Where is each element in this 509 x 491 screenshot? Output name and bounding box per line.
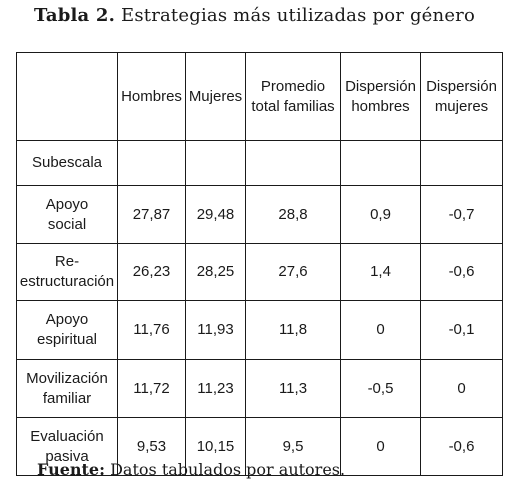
table-cell: [420, 140, 503, 186]
row-label-line: Movilización: [26, 369, 108, 387]
table-cell: [245, 140, 341, 186]
table-cell: 9,53: [117, 417, 186, 476]
table-cell: 11,23: [185, 359, 246, 418]
row-label: Movilización familiar: [16, 359, 118, 418]
table-cell: -0,1: [420, 300, 503, 360]
column-header-line: total familias: [251, 97, 335, 115]
table-cell: [185, 140, 246, 186]
table-header-row: Hombres Mujeres Promedio total familias Disp…: [16, 52, 503, 141]
row-label: Evaluación pasiva: [16, 417, 118, 476]
table-row: Subescala: [16, 140, 503, 186]
row-label-line: familiar: [42, 389, 92, 407]
table-cell: [117, 140, 186, 186]
table-cell: 0,9: [340, 185, 421, 244]
table-cell: 1,4: [340, 243, 421, 301]
table-source-note: Fuente: Datos tabulados por autores.: [37, 460, 345, 480]
row-label-line: Evaluación: [30, 427, 104, 445]
table-cell: 0: [340, 300, 421, 360]
table-cell: 27,87: [117, 185, 186, 244]
caption-label: Tabla 2.: [33, 5, 116, 26]
column-header-line: Promedio: [260, 77, 326, 95]
row-label: Subescala: [16, 140, 118, 186]
table-cell: 11,8: [245, 300, 341, 360]
strategies-table: Hombres Mujeres Promedio total familias Disp…: [16, 52, 503, 476]
table-cell: 0: [340, 417, 421, 476]
column-header: Mujeres: [185, 52, 246, 141]
table-row: Evaluación pasiva 9,53 10,15 9,5 0 -0,6: [16, 417, 503, 476]
table-cell: 11,72: [117, 359, 186, 418]
table-caption: Tabla 2. Estrategias más utilizadas por …: [0, 5, 509, 27]
source-text: Datos tabulados por autores.: [110, 460, 346, 479]
table-row: Movilización familiar 11,72 11,23 11,3 -0,5 0: [16, 359, 503, 418]
column-header: [16, 52, 118, 141]
table-cell: -0,6: [420, 417, 503, 476]
row-label-line: Subescala: [31, 154, 103, 171]
table-cell: 10,15: [185, 417, 246, 476]
row-label: Apoyo espiritual: [16, 300, 118, 360]
table-cell: 27,6: [245, 243, 341, 301]
row-label-line: pasiva: [45, 447, 89, 465]
table-cell: 0: [420, 359, 503, 418]
table-cell: 11,76: [117, 300, 186, 360]
table-cell: 11,93: [185, 300, 246, 360]
table-cell: -0,7: [420, 185, 503, 244]
column-header-line: Dispersión: [426, 77, 497, 95]
row-label-line: espiritual: [36, 331, 98, 348]
column-header-line: Mujeres: [188, 87, 243, 105]
column-header: Promedio total familias: [245, 52, 341, 141]
table-cell: 26,23: [117, 243, 186, 301]
row-label-line: social: [47, 215, 87, 233]
caption-text: Estrategias más utilizadas por género: [120, 5, 476, 26]
table-row: Apoyo social 27,87 29,48 28,8 0,9 -0,7: [16, 185, 503, 244]
row-label-line: estructuración: [19, 273, 115, 290]
table-row: Re-estructuración 26,23 28,25 27,6 1,4 -0,6: [16, 243, 503, 301]
table-cell: 29,48: [185, 185, 246, 244]
table-cell: [340, 140, 421, 186]
row-label-line: Re-: [54, 253, 80, 270]
column-header-line: Hombres: [121, 87, 182, 105]
table-row: Apoyo espiritual 11,76 11,93 11,8 0 -0,1: [16, 300, 503, 360]
table-cell: 11,3: [245, 359, 341, 418]
row-label-line: Apoyo: [45, 195, 89, 213]
column-header-line: mujeres: [434, 97, 489, 115]
table-cell: -0,5: [340, 359, 421, 418]
table-cell: 28,25: [185, 243, 246, 301]
column-header: Dispersión mujeres: [420, 52, 503, 141]
row-label-line: Apoyo: [45, 311, 89, 328]
source-label: Fuente:: [37, 460, 105, 479]
row-label: Apoyo social: [16, 185, 118, 244]
column-header-line: hombres: [351, 97, 410, 115]
row-label: Re-estructuración: [16, 243, 118, 301]
column-header: Hombres: [117, 52, 186, 141]
column-header: Dispersión hombres: [340, 52, 421, 141]
table-cell: 28,8: [245, 185, 341, 244]
column-header-line: Dispersión: [345, 77, 416, 95]
table-cell: -0,6: [420, 243, 503, 301]
